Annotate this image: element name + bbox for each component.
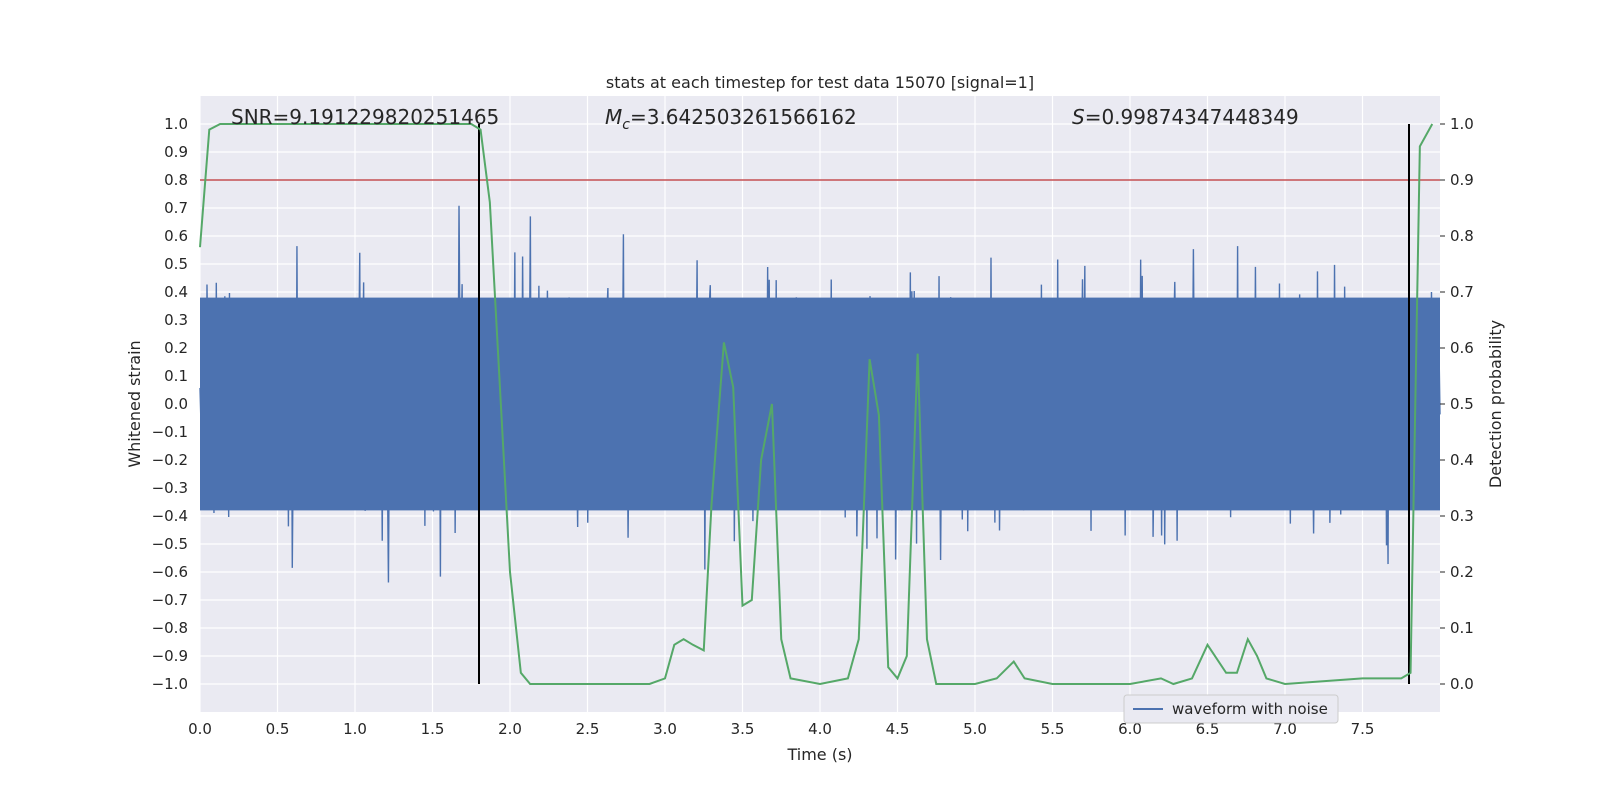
y-tick-label: 0.2	[164, 339, 188, 357]
y-tick-label: 1.0	[164, 115, 188, 133]
snr-annotation: SNR=9.191229820251465	[231, 105, 499, 129]
y-tick-label: 0.5	[164, 255, 188, 273]
x-tick-label: 5.5	[1041, 720, 1065, 738]
y-tick-label: 0.3	[164, 311, 188, 329]
y2-tick-label: 0.4	[1450, 451, 1474, 469]
y-tick-label: 0.9	[164, 143, 188, 161]
legend-box	[1123, 694, 1339, 724]
y2-tick-label: 0.0	[1450, 675, 1474, 693]
x-tick-label: 6.5	[1196, 720, 1220, 738]
x-tick-label: 3.0	[653, 720, 677, 738]
x-tick-label: 2.5	[576, 720, 600, 738]
waveform-series	[199, 205, 1441, 583]
y-tick-label: 0.7	[164, 199, 188, 217]
x-tick-labels: 0.0 0.5 1.0 1.5 2.0 2.5 3.0 3.5 4.0 4.5 5.0 5.5 6.0 6…	[188, 720, 1374, 738]
y-tick-label: −0.1	[152, 423, 188, 441]
y-axis-label: Whitened strain	[125, 340, 144, 467]
x-tick-label: 4.5	[886, 720, 910, 738]
y-tick-label: 0.6	[164, 227, 188, 245]
chart-title: stats at each timestep for test data 150…	[606, 73, 1034, 92]
x-tick-label: 2.0	[498, 720, 522, 738]
y2-tick-label: 0.8	[1450, 227, 1474, 245]
x-axis-label: Time (s)	[786, 745, 852, 764]
y-tick-label: −0.4	[152, 507, 188, 525]
score-symbol: S	[1072, 105, 1085, 129]
x-tick-label: 1.0	[343, 720, 367, 738]
y2-axis-label: Detection probability	[1486, 320, 1505, 488]
chirp-mass-value: =3.642503261566162	[630, 105, 857, 129]
vertical-markers	[478, 124, 1410, 684]
y2-tick-label: 0.9	[1450, 171, 1474, 189]
y-tick-label: 0.0	[164, 395, 188, 413]
y2-tick-labels: 1.0 0.9 0.8 0.7 0.6 0.5 0.4 0.3 0.2 0.1 0.0	[1440, 115, 1474, 693]
y-tick-label: 0.4	[164, 283, 188, 301]
y2-tick-label: 1.0	[1450, 115, 1474, 133]
y-tick-label: −0.2	[152, 451, 188, 469]
x-tick-label: 0.5	[266, 720, 290, 738]
y-tick-label: 0.8	[164, 171, 188, 189]
score-annotation: S=0.99874347448349	[1072, 105, 1299, 129]
x-tick-label: 7.5	[1351, 720, 1375, 738]
y-tick-label: −1.0	[152, 675, 188, 693]
y-tick-label: −0.8	[152, 619, 188, 637]
y2-tick-label: 0.5	[1450, 395, 1474, 413]
x-tick-label: 1.5	[421, 720, 445, 738]
y2-tick-label: 0.6	[1450, 339, 1474, 357]
probability-series-line	[199, 123, 1434, 686]
x-tick-label: 0.0	[188, 720, 212, 738]
x-tick-label: 4.0	[808, 720, 832, 738]
chirp-mass-symbol: M	[605, 105, 622, 129]
legend: waveform with noise	[1123, 694, 1339, 724]
y2-tick-label: 0.3	[1450, 507, 1474, 525]
x-tick-label: 6.0	[1118, 720, 1142, 738]
x-tick-label: 5.0	[963, 720, 987, 738]
score-value: =0.99874347448349	[1085, 105, 1299, 129]
y-tick-label: −0.5	[152, 535, 188, 553]
y2-tick-label: 0.7	[1450, 283, 1474, 301]
y-tick-label: −0.7	[152, 591, 188, 609]
x-tick-label: 3.5	[731, 720, 755, 738]
waveform-core-band	[200, 297, 1440, 511]
y-tick-label: 0.1	[164, 367, 188, 385]
y-tick-label: −0.3	[152, 479, 188, 497]
y-tick-label: −0.9	[152, 647, 188, 665]
y2-tick-label: 0.2	[1450, 563, 1474, 581]
y-tick-labels: 1.0 0.9 0.8 0.7 0.6 0.5 0.4 0.3 0.2 0.1 0.0 −0.1 −0.…	[152, 115, 188, 693]
legend-label: waveform with noise	[1172, 700, 1328, 718]
chirp-mass-subscript: c	[622, 117, 630, 133]
y-tick-label: −0.6	[152, 563, 188, 581]
chirp-mass-annotation: Mc=3.642503261566162	[605, 105, 857, 133]
x-tick-label: 7.0	[1273, 720, 1297, 738]
y2-tick-label: 0.1	[1450, 619, 1474, 637]
